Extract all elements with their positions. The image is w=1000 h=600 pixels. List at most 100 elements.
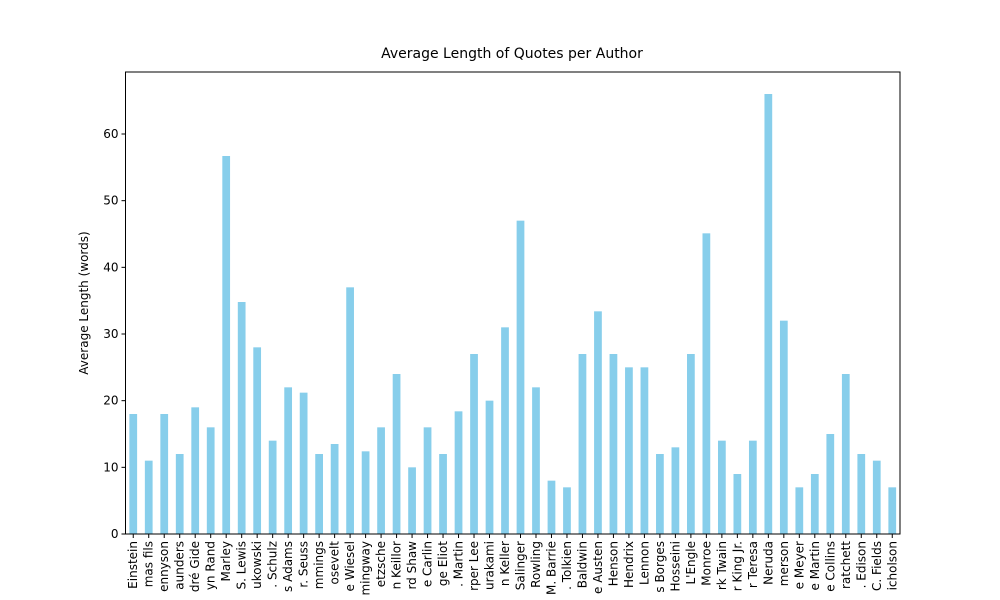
bar xyxy=(392,374,401,534)
x-tick-label: Salinger xyxy=(513,541,527,590)
bar xyxy=(408,467,416,534)
x-tick-label: rper Lee xyxy=(467,541,481,591)
bar xyxy=(268,440,277,534)
bar xyxy=(888,487,897,534)
x-tick-label: merson xyxy=(777,541,791,586)
x-tick-label: M. Barrie xyxy=(544,541,558,595)
bar xyxy=(702,233,711,535)
plot-frame xyxy=(125,71,901,535)
bar xyxy=(330,444,339,534)
x-tick-label: Einstein xyxy=(126,541,140,589)
bar xyxy=(361,451,370,534)
x-tick-label: yn Rand xyxy=(204,541,218,590)
x-tick-label: n Keillor xyxy=(390,541,404,589)
x-tick-label: r. Seuss xyxy=(297,541,311,588)
bar xyxy=(872,460,881,534)
bar xyxy=(206,427,215,534)
bar xyxy=(609,354,618,534)
x-tick-label: e Wiesel xyxy=(343,541,357,591)
y-tick-label: 60 xyxy=(103,127,118,141)
x-tick-label: Hendrix xyxy=(622,541,636,588)
bar xyxy=(625,367,633,534)
bar xyxy=(671,447,680,534)
x-tick-label: ratchett xyxy=(839,541,853,589)
x-tick-label: Rowling xyxy=(529,541,543,588)
x-tick-label: n Keller xyxy=(498,541,512,586)
bar xyxy=(779,320,788,534)
bar xyxy=(454,411,463,534)
x-tick-label: rd Shaw xyxy=(405,541,419,590)
bar xyxy=(547,480,556,534)
x-tick-label: aunders xyxy=(173,541,187,590)
bar xyxy=(764,94,773,534)
x-tick-label: ukowski xyxy=(250,541,264,589)
x-tick-label: urakami xyxy=(483,541,497,590)
bar xyxy=(129,414,138,534)
x-tick-label: Monroe xyxy=(699,541,713,586)
x-tick-label: Marley xyxy=(219,541,233,581)
x-tick-label: Henson xyxy=(606,541,620,586)
bar xyxy=(191,407,200,534)
x-tick-label: . Tolkien xyxy=(560,541,574,590)
bar xyxy=(222,156,231,534)
x-tick-label: Lennon xyxy=(637,541,651,585)
x-tick-label: dré Gide xyxy=(188,541,202,592)
x-tick-label: e Carlin xyxy=(421,541,435,587)
x-tick-label: . Martin xyxy=(452,541,466,587)
x-tick-label: ennyson xyxy=(157,541,171,592)
x-tick-label: mingway xyxy=(359,541,373,596)
x-tick-label: Hosseini xyxy=(668,541,682,592)
x-tick-label: e Meyer xyxy=(792,541,806,589)
bar xyxy=(640,367,649,534)
bar xyxy=(841,374,850,534)
bar xyxy=(857,454,866,534)
x-tick-label: Baldwin xyxy=(575,541,589,588)
bar xyxy=(237,302,246,534)
bar xyxy=(485,400,494,534)
bar xyxy=(687,354,695,534)
bar xyxy=(810,474,819,534)
y-axis-label: Average Length (words) xyxy=(77,231,91,374)
x-tick-label: S. Lewis xyxy=(235,541,249,590)
y-tick-label: 20 xyxy=(103,394,118,408)
bar xyxy=(284,387,293,534)
x-tick-label: L'Engle xyxy=(684,541,698,585)
x-tick-label: Neruda xyxy=(761,541,775,585)
bar xyxy=(175,454,184,534)
bar xyxy=(470,354,478,534)
x-tick-label: rk Twain xyxy=(715,541,729,590)
bar xyxy=(501,327,509,534)
bar xyxy=(516,220,525,534)
bar xyxy=(826,434,835,534)
bar xyxy=(594,311,602,534)
bar xyxy=(315,454,323,534)
x-tick-label: osevelt xyxy=(328,541,342,585)
bar xyxy=(717,440,726,534)
x-tick-label: r King Jr. xyxy=(730,541,744,591)
bar xyxy=(346,287,354,534)
x-tick-label: icholson xyxy=(885,541,899,590)
y-tick-label: 30 xyxy=(103,327,118,341)
x-tick-label: . Schulz xyxy=(266,541,280,588)
x-tick-label: e Martin xyxy=(808,541,822,590)
bar xyxy=(656,454,664,534)
x-tick-label: . Edison xyxy=(854,541,868,588)
x-tick-label: mmings xyxy=(312,541,326,589)
x-tick-label: etzsche xyxy=(374,541,388,587)
x-tick-label: e Collins xyxy=(823,541,837,592)
x-tick-label: r Teresa xyxy=(746,541,760,588)
y-tick-label: 10 xyxy=(103,460,118,474)
bar xyxy=(144,460,153,534)
y-tick-label: 0 xyxy=(111,527,119,541)
bar xyxy=(160,414,169,534)
bar xyxy=(253,347,262,534)
bar xyxy=(563,487,571,534)
y-tick-label: 50 xyxy=(103,194,118,208)
bar xyxy=(377,427,385,534)
bar xyxy=(578,354,587,534)
x-tick-label: s Borges xyxy=(653,541,667,593)
x-tick-label: s Adams xyxy=(281,541,295,592)
x-tick-label: e Austen xyxy=(591,541,605,594)
